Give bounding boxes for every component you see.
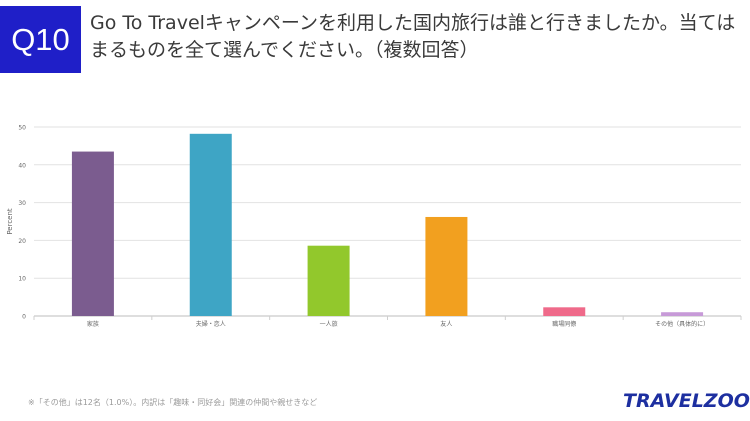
bar-0	[71, 151, 114, 316]
bar-3	[425, 216, 468, 316]
x-tick-label: 職場同僚	[552, 320, 576, 328]
y-axis-label: Percent	[6, 208, 14, 235]
bar-2	[307, 245, 350, 316]
bar-4	[543, 307, 586, 316]
footnote: ※「その他」は12名（1.0%）。内訳は「趣味・同好会」関連の仲間や親せきなど	[28, 398, 318, 407]
question-number-badge: Q10	[0, 6, 81, 73]
x-tick-label: その他（具体的に）	[655, 320, 709, 328]
bar-chart: 0 10 20 30 40 50 Percent 家族 夫婦・恋人 一人旅 友人 職場同僚 その他（具体…	[6, 125, 742, 328]
travelzoo-logo: TRAVELZOO ®	[623, 378, 750, 412]
question-text: Go To Travelキャンペーンを利用した国内旅行は誰と行きましたか。当ては…	[90, 12, 736, 61]
x-tick-label: 一人旅	[320, 320, 338, 328]
bar-1	[189, 133, 232, 316]
bar-5	[661, 312, 704, 316]
y-tick-label: 50	[18, 125, 26, 132]
x-tick-label: 家族	[87, 320, 99, 328]
logo-text: TRAVELZOO	[623, 390, 750, 412]
x-tick-label: 友人	[440, 320, 452, 328]
y-tick-label: 40	[18, 162, 26, 169]
y-tick-label: 10	[18, 276, 26, 283]
y-tick-label: 20	[18, 238, 26, 245]
y-tick-label: 30	[18, 200, 26, 207]
y-tick-label: 0	[22, 314, 26, 321]
x-tick-label: 夫婦・恋人	[196, 320, 226, 328]
